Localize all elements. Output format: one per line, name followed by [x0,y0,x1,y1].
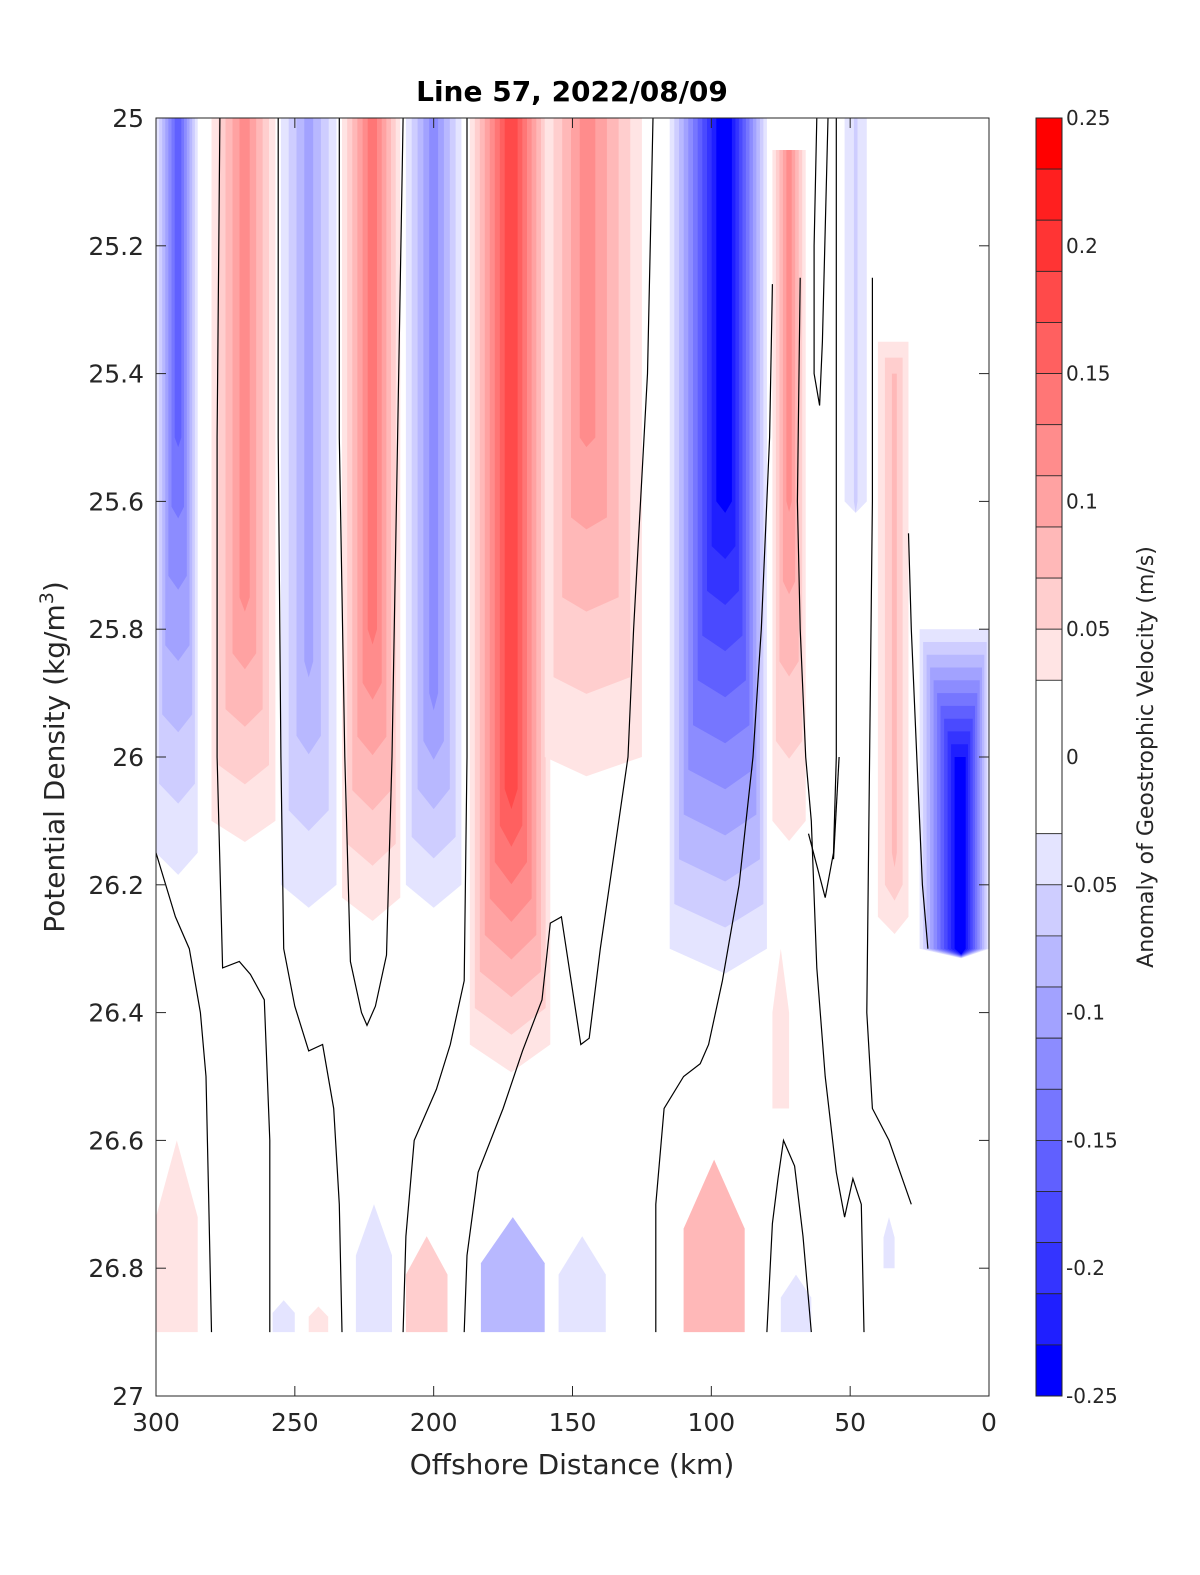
velocity-cell-8-4 [786,150,792,512]
zero-contour-0 [156,852,213,1333]
zero-contour-7 [766,1138,812,1333]
chart-title: Line 57, 2022/08/09 [416,75,728,108]
velocity-deep-patch-3 [355,1204,392,1333]
colorbar-tick-label-4: 0.05 [1066,617,1111,641]
zero-contour-6 [655,284,773,1333]
colorbar-swatch-5 [1035,373,1063,426]
velocity-deep-patch-5 [480,1217,545,1333]
velocity-cell-2-3 [304,118,314,678]
colorbar-tick-label-7: -0.1 [1066,1001,1105,1025]
colorbar-tick-label-10: -0.25 [1066,1384,1118,1408]
y-tick-label-6: 26.2 [88,871,144,900]
y-tick-label-7: 26.4 [88,999,144,1028]
colorbar-swatch-20 [1035,1242,1063,1295]
x-axis: 300 250 200 150 100 50 0 [132,118,997,1437]
colorbar-swatch-18 [1035,1140,1063,1192]
colorbar-swatch-4 [1035,322,1063,374]
colorbar-swatch-6 [1035,424,1063,477]
colorbar-swatch-1 [1035,168,1063,221]
colorbar-tick-label-1: 0.2 [1066,234,1098,258]
colorbar-swatch-19 [1035,1191,1063,1243]
velocity-deep-patch-10 [883,1217,895,1269]
velocity-deep-patch-0 [156,1140,198,1333]
x-axis-label: Offshore Distance (km) [410,1448,735,1481]
y-tick-label-2: 25.4 [88,360,144,389]
zero-contour-13 [907,533,929,949]
colorbar-swatch-0 [1035,117,1063,170]
zero-contour-12 [866,277,912,1205]
y-tick-label-3: 25.6 [88,487,144,516]
colorbar-tick-label-2: 0.15 [1066,362,1111,386]
velocity-cell-7-10 [716,118,732,513]
colorbar-frame [1035,117,1063,1397]
velocity-cell-6-4 [579,118,596,448]
zero-contour-layer [156,118,929,1333]
x-tick-label-0: 300 [132,1408,180,1437]
y-tick-label-1: 25.2 [88,232,144,261]
y-tick-label-8: 26.6 [88,1126,144,1155]
velocity-deep-patch-6 [558,1236,606,1333]
colorbar-swatch-12 [1035,833,1063,886]
colorbar-tick-label-6: -0.05 [1066,873,1118,897]
y-axis-label: Potential Density (kg/m3) [36,581,71,933]
colorbar-tick-label-5: 0 [1066,745,1079,769]
zero-contour-11 [796,277,865,1333]
y-tick-label-10: 27 [112,1382,144,1411]
velocity-cell-4-4 [429,118,439,711]
zero-contour-2 [277,118,343,1333]
velocity-cell-3-5 [367,118,377,645]
velocity-cell-11-10 [954,757,966,955]
colorbar-swatch-21 [1035,1293,1063,1346]
velocity-deep-patch-2 [308,1306,329,1333]
colorbar: 0.25 0.2 0.15 0.1 0.05 0 -0.05 -0.1 -0.15 -0.2 -0.… [1035,106,1118,1408]
zero-contour-4 [402,118,468,1333]
zero-contour-3 [338,118,404,1027]
x-tick-label-1: 250 [271,1408,319,1437]
colorbar-tick-label-3: 0.1 [1066,489,1098,513]
colorbar-swatch-10 [1035,628,1063,681]
colorbar-tick-label-8: -0.15 [1066,1128,1118,1152]
colorbar-swatch-16 [1035,1037,1063,1090]
y-tick-label-5: 26 [112,743,144,772]
zero-contour-1 [216,118,271,1333]
colorbar-swatch-3 [1035,270,1063,323]
colorbar-swatch-15 [1035,986,1063,1039]
y-tick-label-9: 26.8 [88,1254,144,1283]
colorbar-swatch-9 [1035,577,1063,630]
colorbar-swatch-11 [1035,679,1063,835]
colorbar-swatch-8 [1035,526,1063,579]
colorbar-tick-label-9: -0.2 [1066,1256,1105,1280]
velocity-deep-patch-7 [683,1159,745,1333]
zero-contour-10 [832,756,840,860]
y-tick-label-4: 25.8 [88,615,144,644]
velocity-deep-patch-4 [405,1236,448,1333]
x-tick-label-6: 0 [981,1408,997,1437]
velocity-cell-10-2 [891,373,897,868]
x-tick-label-4: 100 [687,1408,735,1437]
colorbar-swatch-13 [1035,884,1063,937]
y-axis: 25 25.2 25.4 25.6 25.8 26 26.2 26.4 26.6 26.8 27 [88,104,989,1411]
velocity-cell-1-4 [239,118,250,612]
y-tick-label-0: 25 [112,104,144,133]
velocity-cell-5-7 [504,118,518,810]
colorbar-tick-label-0: 0.25 [1066,106,1111,130]
velocity-deep-patch-8 [772,948,790,1109]
velocity-deep-patch-9 [780,1274,812,1333]
velocity-cell-0-6 [174,118,182,448]
zero-contour-8 [813,118,829,406]
x-tick-label-5: 50 [834,1408,866,1437]
velocity-cell-9-1 [853,118,858,513]
colorbar-swatch-22 [1035,1344,1063,1397]
velocity-fill-layer [156,118,989,1333]
colorbar-swatch-14 [1035,935,1063,988]
colorbar-swatch-2 [1035,219,1063,272]
x-tick-label-2: 200 [410,1408,458,1437]
velocity-deep-patch-1 [272,1300,295,1333]
colorbar-swatch-7 [1035,475,1063,528]
zero-contour-5 [463,118,654,1333]
x-tick-label-3: 150 [549,1408,597,1437]
colorbar-swatch-17 [1035,1088,1063,1141]
colorbar-label: Anomaly of Geostrophic Velocity (m/s) [1134,546,1159,968]
